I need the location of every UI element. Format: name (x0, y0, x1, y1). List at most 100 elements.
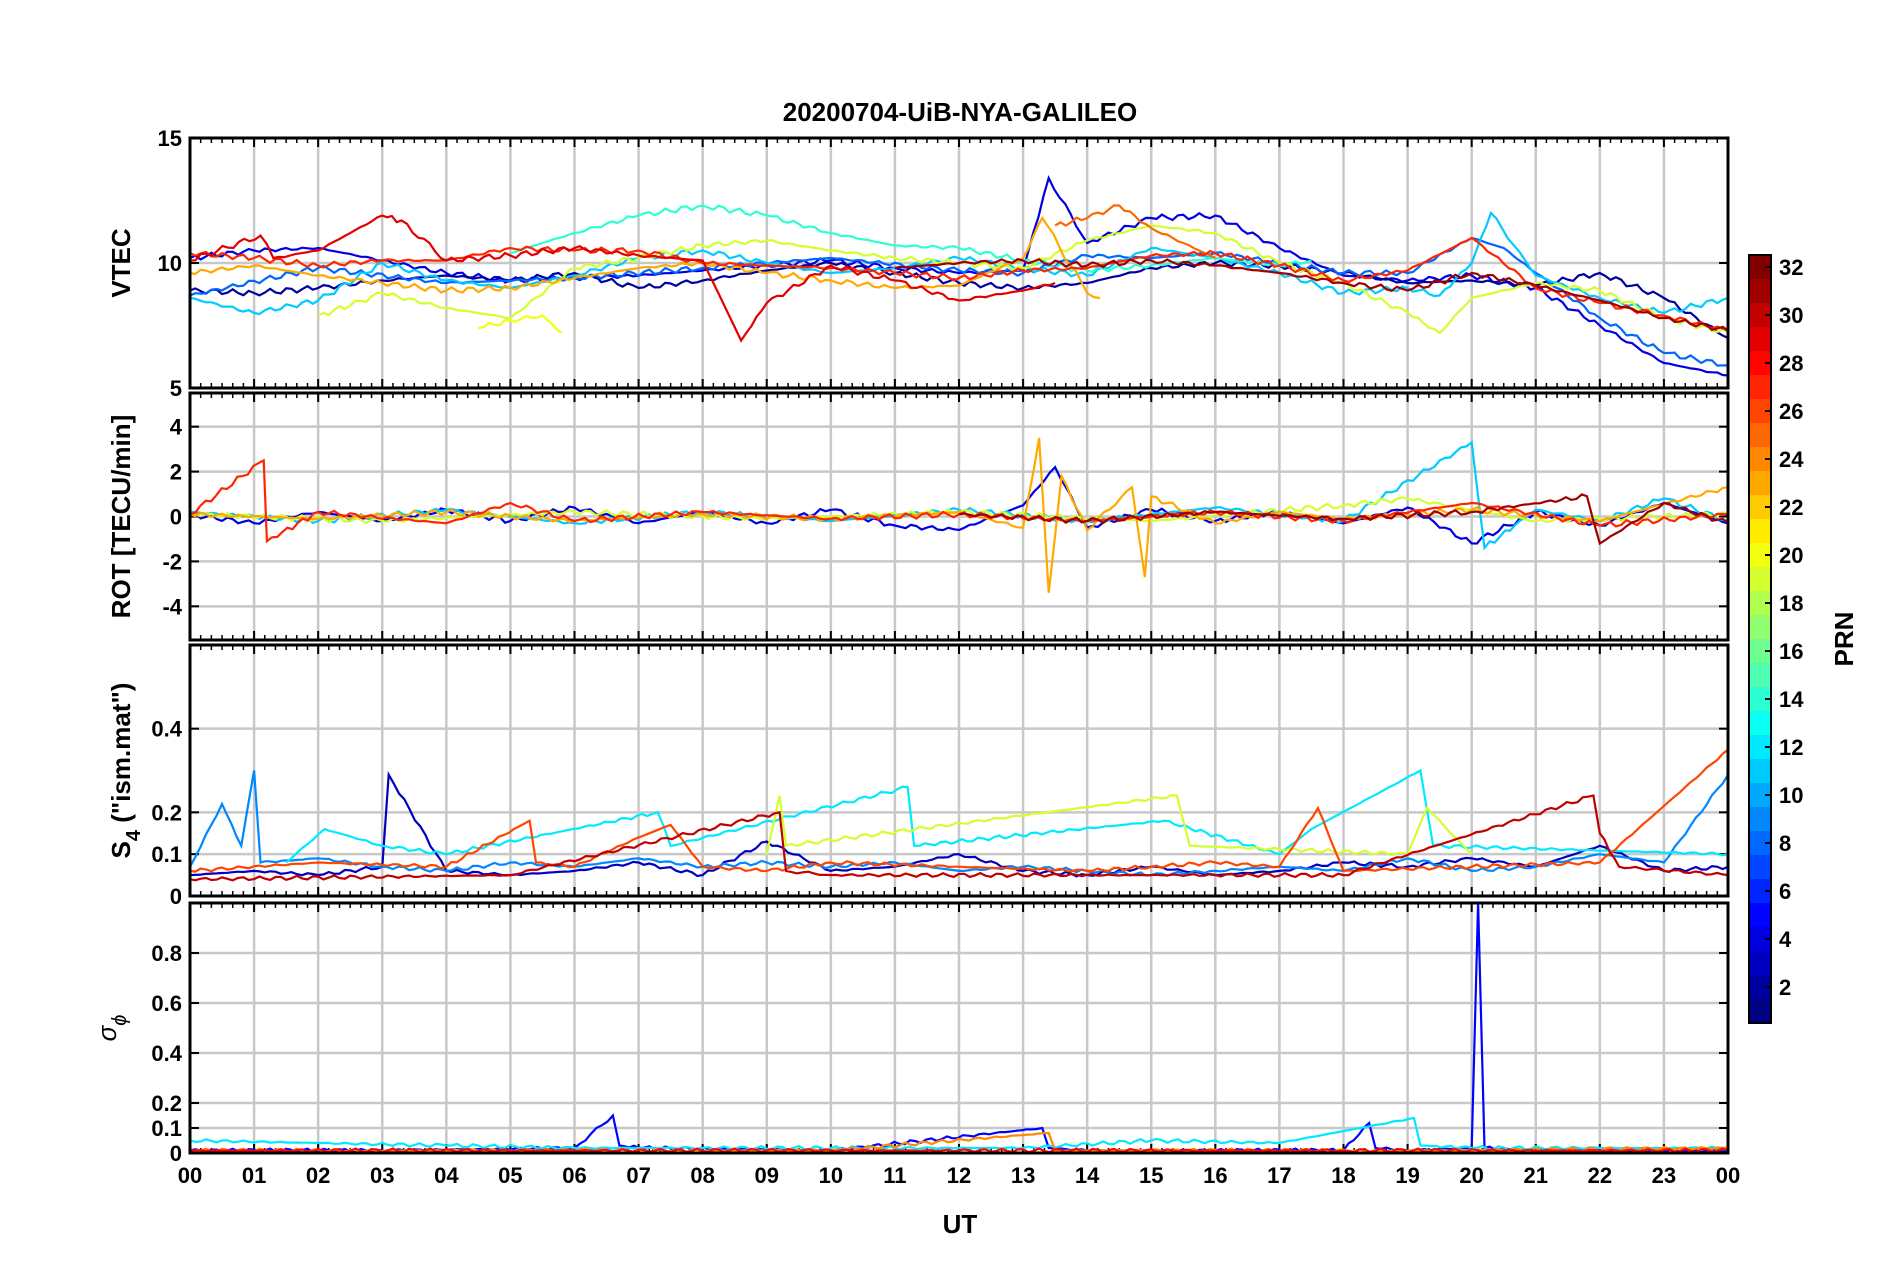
colorbar-tick-label: 6 (1779, 879, 1791, 904)
sigma_phi-y-tick-label: 0.1 (151, 1116, 182, 1141)
s4-y-label-rest: ("ism.mat") (106, 683, 136, 830)
colorbar-tick-label: 12 (1779, 735, 1803, 760)
panel-sigma_phi: 00 01 02 03 04 05 06 07 08 09 10 11 12 13 14 15 16 17 18 19… (92, 901, 1740, 1188)
x-tick-label: 06 (562, 1163, 586, 1188)
vtec-series-prn-14 (510, 204, 1312, 274)
s4-y-tick-label: 0 (170, 884, 182, 909)
sigma_phi-y-tick-label: 0.2 (151, 1091, 182, 1116)
colorbar-band (1749, 711, 1771, 736)
x-axis-label: UT (943, 1209, 978, 1239)
colorbar-label: PRN (1829, 612, 1859, 667)
colorbar-band (1749, 591, 1771, 616)
colorbar-band (1749, 279, 1771, 304)
x-tick-label: 05 (498, 1163, 522, 1188)
colorbar-band (1749, 735, 1771, 760)
sigma_phi-series-group (190, 903, 1728, 1153)
sigma_phi-y-tick-label: 0.6 (151, 991, 182, 1016)
x-tick-label: 20 (1459, 1163, 1483, 1188)
s4-series-prn-12 (285, 768, 1728, 864)
colorbar-band (1749, 351, 1771, 376)
x-tick-label: 03 (370, 1163, 394, 1188)
s4-series-prn-26 (190, 748, 1728, 873)
colorbar-band (1749, 567, 1771, 592)
vtec-series-prn-31 (894, 257, 1728, 332)
colorbar-band (1749, 831, 1771, 856)
colorbar-band (1749, 807, 1771, 832)
rot-y-tick-label: 4 (170, 415, 183, 440)
rot-series-prn-31 (958, 493, 1728, 546)
colorbar-band (1749, 927, 1771, 952)
colorbar-band (1749, 783, 1771, 808)
colorbar-band (1749, 495, 1771, 520)
vtec-series-group (190, 174, 1728, 377)
colorbar-band (1749, 639, 1771, 664)
vtec-series-prn-11 (190, 210, 1728, 316)
colorbar-tick-label: 10 (1779, 783, 1803, 808)
x-tick-label: 09 (755, 1163, 779, 1188)
s4-y-tick-label: 0.4 (151, 717, 182, 742)
vtec-y-tick-label: 15 (158, 126, 182, 151)
colorbar-tick-label: 18 (1779, 591, 1803, 616)
x-tick-label: 02 (306, 1163, 330, 1188)
rot-series-prn-27 (190, 458, 1728, 544)
vtec-series-prn-25 (1054, 204, 1216, 259)
colorbar-tick-label: 2 (1779, 975, 1791, 1000)
colorbar-band (1749, 375, 1771, 400)
colorbar-band (1749, 423, 1771, 448)
colorbar-band (1749, 399, 1771, 424)
sigma_phi-y-tick-label: 0 (170, 1141, 182, 1166)
colorbar-band (1749, 255, 1771, 280)
x-tick-label: 00 (178, 1163, 202, 1188)
s4-y-axis-label: S4 ("ism.mat") (106, 683, 145, 859)
x-tick-label: 23 (1652, 1163, 1676, 1188)
panel-rot: -4 -2 0 2 4 ROT [TECU/min] (106, 391, 1730, 642)
colorbar-tick-label: 4 (1779, 927, 1792, 952)
sigma_phi-series-prn-24 (190, 1131, 1728, 1153)
colorbar-band (1749, 519, 1771, 544)
rot-axes-frame (188, 391, 1730, 642)
colorbar-band (1749, 759, 1771, 784)
x-tick-label: 10 (819, 1163, 843, 1188)
s4-y-label-sub: 4 (123, 829, 145, 841)
rot-series-prn-23 (190, 437, 1728, 593)
sigma_phi-y-label-sub: ϕ (109, 1015, 131, 1026)
vtec-series-prn-23 (190, 215, 1101, 300)
colorbar-band (1749, 303, 1771, 328)
panel-s4: 00.10.20.4S4 ("ism.mat") (106, 643, 1730, 909)
figure-title: 20200704-UiB-NYA-GALILEO (783, 97, 1138, 127)
rot-y-tick-label: 0 (170, 505, 182, 530)
rot-series-group (190, 437, 1728, 593)
colorbar-tick-label: 8 (1779, 831, 1791, 856)
colorbar-band (1749, 903, 1771, 928)
x-tick-label: 13 (1011, 1163, 1035, 1188)
x-tick-label: 18 (1331, 1163, 1355, 1188)
x-tick-label: 17 (1267, 1163, 1291, 1188)
sigma_phi-y-tick-label: 0.8 (151, 941, 182, 966)
colorbar-band (1749, 951, 1771, 976)
vtec-series-prn-2 (190, 259, 1728, 339)
colorbar-band (1749, 879, 1771, 904)
vtec-series-prn-29 (190, 214, 1056, 343)
sigma_phi-y-tick-label: 0.4 (151, 1041, 182, 1066)
colorbar-band (1749, 327, 1771, 352)
sigma_phi-y-label-main: σ (92, 1024, 122, 1041)
sigma_phi-axes-frame (188, 901, 1730, 1155)
colorbar-band (1749, 663, 1771, 688)
vtec-axes-frame (188, 136, 1730, 390)
rot-series-prn-11 (190, 440, 1728, 551)
colorbar-tick-label: 28 (1779, 351, 1803, 376)
x-tick-label: 14 (1075, 1163, 1100, 1188)
x-tick-label: 04 (434, 1163, 459, 1188)
colorbar-band (1749, 999, 1771, 1024)
s4-series-group (190, 748, 1728, 882)
x-tick-label: 07 (626, 1163, 650, 1188)
rot-y-axis-label: ROT [TECU/min] (106, 415, 136, 619)
vtec-series-prn-20 (478, 314, 563, 334)
vtec-y-axis-label: VTEC (106, 228, 136, 298)
s4-series-prn-9 (190, 770, 1728, 877)
x-tick-label: 19 (1395, 1163, 1419, 1188)
vtec-y-tick-label: 10 (158, 251, 182, 276)
